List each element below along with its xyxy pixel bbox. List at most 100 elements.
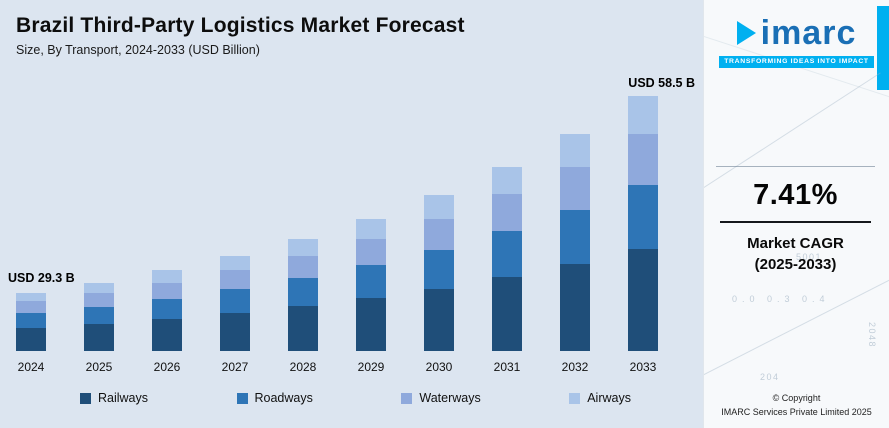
copyright-line1: © Copyright xyxy=(772,393,821,404)
bar-segment-waterways xyxy=(84,293,114,307)
x-axis-label: 2033 xyxy=(629,360,657,374)
bar-segment-railways xyxy=(628,249,658,351)
chart-header: Brazil Third-Party Logistics Market Fore… xyxy=(0,0,703,57)
watermark-number: 204 xyxy=(760,372,780,382)
legend-swatch xyxy=(569,392,581,404)
bar-2030 xyxy=(424,195,454,351)
legend: Railways Roadways Waterways Airways xyxy=(80,391,631,405)
bar-segment-railways xyxy=(356,298,386,351)
chart-subtitle: Size, By Transport, 2024-2033 (USD Billi… xyxy=(16,43,260,57)
bar-segment-waterways xyxy=(288,256,318,278)
bar-segment-airways xyxy=(84,283,114,293)
bar-segment-waterways xyxy=(492,194,522,231)
imarc-logo: imarc xyxy=(704,16,889,50)
divider xyxy=(720,221,871,223)
bar-2029 xyxy=(356,219,386,351)
bar-2032 xyxy=(560,134,590,351)
bar-segment-waterways xyxy=(356,239,386,265)
bar-segment-waterways xyxy=(560,167,590,210)
x-axis-label: 2030 xyxy=(425,360,453,374)
cagr-label-line2: (2025-2033) xyxy=(754,256,837,273)
divider xyxy=(716,166,875,167)
bar-2031 xyxy=(492,167,522,351)
bar-segment-waterways xyxy=(152,283,182,299)
bar-2028 xyxy=(288,239,318,351)
legend-swatch xyxy=(401,392,413,404)
bar-segment-airways xyxy=(492,167,522,194)
annotation-last-bar: USD 58.5 B xyxy=(628,76,695,90)
logo-triangle-icon xyxy=(736,21,756,45)
bar-2033 xyxy=(628,96,658,351)
bar-segment-railways xyxy=(152,319,182,351)
bar-segment-railways xyxy=(424,289,454,351)
bar-segment-airways xyxy=(16,293,46,301)
x-axis-label: 2025 xyxy=(85,360,113,374)
logo-text: imarc xyxy=(760,14,857,52)
x-axis-label: 2031 xyxy=(493,360,521,374)
bar-segment-waterways xyxy=(424,219,454,250)
bar-segment-railways xyxy=(220,313,250,351)
bar-segment-waterways xyxy=(628,134,658,185)
legend-item-roadways: Roadways xyxy=(236,391,313,405)
bar-segment-roadways xyxy=(288,278,318,306)
x-axis-label: 2027 xyxy=(221,360,249,374)
bar-segment-waterways xyxy=(16,301,46,313)
cagr-value: 7.41% xyxy=(753,179,838,211)
watermark-line xyxy=(704,259,889,378)
legend-label: Roadways xyxy=(254,391,313,405)
x-axis-label: 2032 xyxy=(561,360,589,374)
bar-chart: USD 29.3 B USD 58.5 B xyxy=(8,61,695,351)
logo-block: imarc TRANSFORMING IDEAS INTO IMPACT xyxy=(704,16,889,68)
bar-segment-railways xyxy=(492,277,522,351)
bar-segment-airways xyxy=(220,256,250,270)
watermark-number: 2048 xyxy=(866,321,877,349)
x-axis-label: 2029 xyxy=(357,360,385,374)
chart-title: Brazil Third-Party Logistics Market Fore… xyxy=(16,14,465,37)
bar-segment-roadways xyxy=(220,289,250,313)
bar-segment-airways xyxy=(288,239,318,256)
bar-segment-airways xyxy=(152,270,182,283)
legend-label: Railways xyxy=(98,391,149,405)
bar-segment-roadways xyxy=(560,210,590,264)
legend-item-railways: Railways xyxy=(80,391,148,405)
bar-segment-railways xyxy=(288,306,318,351)
bar-segment-roadways xyxy=(16,313,46,328)
bar-segment-roadways xyxy=(628,185,658,249)
legend-swatch xyxy=(236,392,248,404)
bar-segment-airways xyxy=(628,96,658,134)
copyright: © Copyright IMARC Services Private Limit… xyxy=(704,392,889,420)
x-axis-label: 2028 xyxy=(289,360,317,374)
copyright-line2: IMARC Services Private Limited 2025 xyxy=(721,407,872,418)
cagr-label-line1: Market CAGR xyxy=(747,235,844,252)
legend-label: Waterways xyxy=(419,391,481,405)
bar-segment-railways xyxy=(84,324,114,351)
bar-2024 xyxy=(16,293,46,351)
bar-2026 xyxy=(152,270,182,351)
cagr-block: 7.41% Market CAGR (2025-2033) xyxy=(716,166,875,275)
x-axis-label: 2024 xyxy=(17,360,45,374)
years-row: 2024 2025 2026 2027 2028 2029 2030 2031 2032 2033 xyxy=(16,360,687,374)
bar-segment-roadways xyxy=(492,231,522,277)
bar-2027 xyxy=(220,256,250,351)
bar-segment-railways xyxy=(560,264,590,351)
legend-item-airways: Airways xyxy=(569,391,631,405)
x-axis-label: 2026 xyxy=(153,360,181,374)
annotation-first-bar: USD 29.3 B xyxy=(8,271,75,285)
legend-swatch xyxy=(80,392,91,404)
bar-segment-roadways xyxy=(152,299,182,319)
bar-segment-railways xyxy=(16,328,46,351)
bar-2025 xyxy=(84,283,114,351)
bar-segment-airways xyxy=(356,219,386,239)
bar-segment-airways xyxy=(424,195,454,219)
legend-item-waterways: Waterways xyxy=(401,391,481,405)
watermark-number: 0.0 0.3 0.4 xyxy=(732,294,830,304)
bars-row xyxy=(16,96,658,351)
bar-segment-roadways xyxy=(84,307,114,324)
accent-stripe xyxy=(877,6,889,90)
legend-label: Airways xyxy=(587,391,631,405)
chart-panel: Brazil Third-Party Logistics Market Fore… xyxy=(0,0,703,405)
logo-tagline: TRANSFORMING IDEAS INTO IMPACT xyxy=(719,55,874,68)
bar-segment-airways xyxy=(560,134,590,167)
cagr-label: Market CAGR (2025-2033) xyxy=(716,233,875,275)
